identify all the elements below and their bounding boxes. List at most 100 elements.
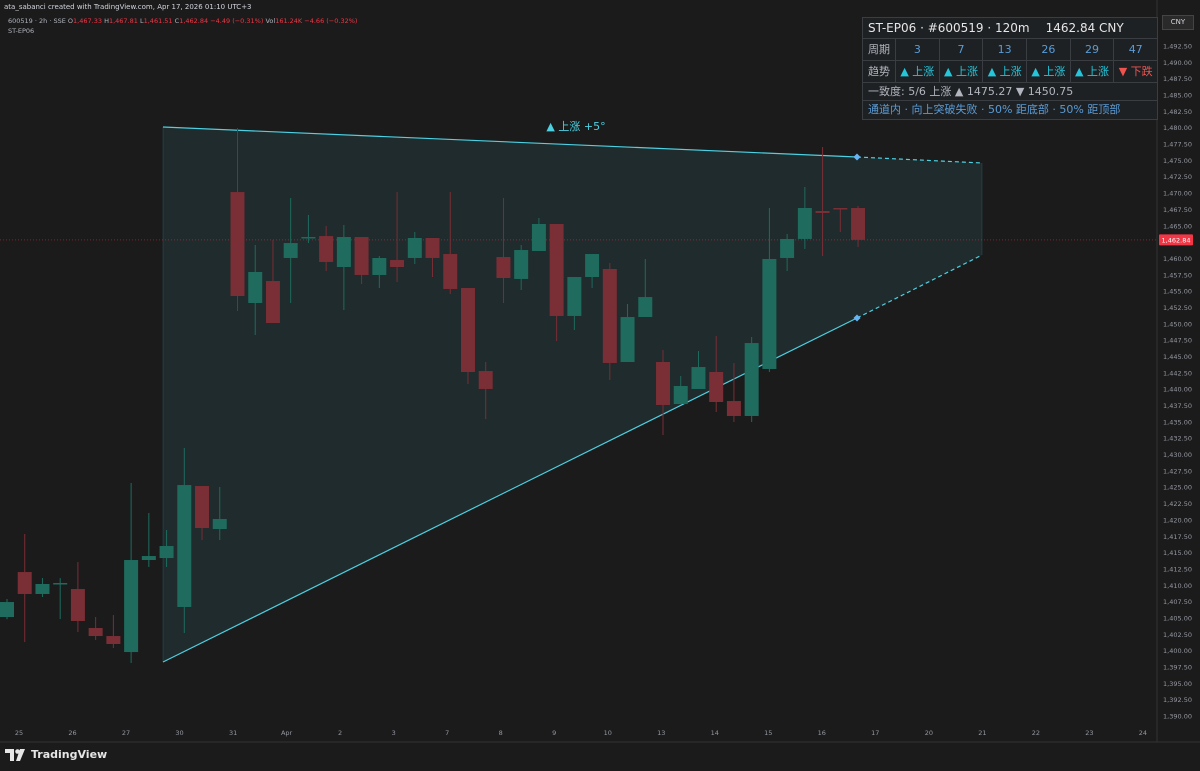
- trend-row: 趋势 ▲ 上涨 ▲ 上涨 ▲ 上涨 ▲ 上涨 ▲ 上涨 ▼ 下跌: [863, 61, 1157, 83]
- price-tick-label: 1,392.50: [1163, 696, 1192, 704]
- channel-angle-label: ▲ 上涨 +5°: [546, 120, 605, 133]
- price-tick-label: 1,467.50: [1163, 206, 1192, 214]
- ohlc-legend: 600519 · 2h · SSE O1,467.33 H1,467.81 L1…: [8, 17, 358, 25]
- candle-body: [283, 243, 298, 258]
- trendline-anchor-handle: [853, 153, 861, 161]
- time-tick-label: 30: [175, 729, 183, 737]
- time-tick-label: 2: [338, 729, 342, 737]
- price-tick-label: 1,477.50: [1163, 141, 1192, 149]
- candle-body: [354, 237, 369, 275]
- candle: [53, 578, 68, 620]
- price-tick-label: 1,435.00: [1163, 418, 1192, 426]
- candle-body: [815, 210, 830, 214]
- high-value: 1,467.81: [108, 17, 138, 25]
- candle-body: [549, 224, 564, 316]
- lower-trendline: [162, 317, 858, 663]
- candle: [585, 254, 600, 288]
- indicator-label[interactable]: ST-EP06: [8, 27, 35, 35]
- time-tick-label: 22: [1032, 729, 1040, 737]
- time-tick-label: 27: [122, 729, 130, 737]
- price-tick-label: 1,402.50: [1163, 631, 1192, 639]
- time-tick-label: 31: [229, 729, 237, 737]
- panel-price: 1462.84 CNY: [1045, 21, 1124, 35]
- candle-body: [17, 572, 32, 594]
- symbol-label[interactable]: 600519 · 2h · SSE: [8, 17, 66, 25]
- candle: [265, 240, 280, 324]
- candle: [0, 599, 14, 620]
- low-value: 1,461.51: [143, 17, 173, 25]
- change-value: −4.49 (−0.31%): [210, 17, 264, 25]
- candle-body: [744, 343, 759, 416]
- lower-trendline-projection: [856, 254, 983, 319]
- price-tick-label: 1,485.00: [1163, 92, 1192, 100]
- candle-body: [851, 207, 866, 240]
- candle-body: [460, 287, 475, 373]
- candle: [372, 256, 387, 288]
- candle-body: [567, 277, 582, 316]
- price-tick-label: 1,437.50: [1163, 402, 1192, 410]
- candle-body: [496, 257, 511, 278]
- period-cell: 3: [895, 39, 939, 60]
- candle: [425, 237, 440, 278]
- candle-body: [585, 254, 600, 278]
- price-tick-label: 1,430.00: [1163, 451, 1192, 459]
- candle-body: [0, 602, 14, 618]
- price-tick-label: 1,487.50: [1163, 75, 1192, 83]
- candle-body: [159, 546, 174, 559]
- candle-body: [53, 583, 68, 585]
- price-tick-label: 1,460.00: [1163, 255, 1192, 263]
- candle: [709, 335, 724, 413]
- period-cell: 13: [982, 39, 1026, 60]
- candle: [602, 263, 617, 381]
- candle-body: [833, 207, 848, 210]
- price-tick-label: 1,427.50: [1163, 467, 1192, 475]
- time-tick-label: 15: [764, 729, 772, 737]
- time-tick-label: Apr: [281, 729, 293, 737]
- price-tick-label: 1,450.00: [1163, 320, 1192, 328]
- price-tick-label: 1,482.50: [1163, 108, 1192, 116]
- consensus-text: 一致度: 5/6 上涨 ▲ 1475.27 ▼ 1450.75: [863, 83, 1157, 101]
- price-tick-label: 1,455.00: [1163, 288, 1192, 296]
- upper-trendline: [162, 126, 858, 158]
- time-tick-label: 10: [604, 729, 612, 737]
- candle-body: [726, 401, 741, 416]
- candle: [141, 513, 156, 567]
- tradingview-logo-icon: [5, 748, 25, 761]
- candle: [319, 226, 334, 272]
- candle-body: [141, 556, 156, 561]
- candle-body: [88, 627, 103, 637]
- candle: [177, 448, 192, 634]
- volume-value: 161.24K: [275, 17, 303, 25]
- period-cell: 29: [1069, 39, 1114, 60]
- tradingview-logo[interactable]: TradingView: [5, 748, 107, 761]
- price-tick-label: 1,432.50: [1163, 435, 1192, 443]
- candle: [815, 146, 830, 257]
- candle-body: [514, 250, 529, 279]
- candle: [336, 224, 351, 311]
- price-tick-label: 1,452.50: [1163, 304, 1192, 312]
- last-price-badge: [1159, 234, 1193, 246]
- candle: [70, 562, 85, 633]
- candle: [567, 277, 582, 331]
- candle-body: [106, 636, 121, 645]
- candle: [443, 192, 458, 295]
- currency-button[interactable]: CNY: [1162, 15, 1194, 30]
- price-tick-label: 1,440.00: [1163, 386, 1192, 394]
- candle: [620, 304, 635, 362]
- candle: [478, 361, 493, 420]
- time-tick-label: 16: [818, 729, 826, 737]
- price-tick-label: 1,442.50: [1163, 369, 1192, 377]
- candle-body: [265, 281, 280, 324]
- time-tick-label: 17: [871, 729, 879, 737]
- candle: [638, 258, 653, 318]
- last-price-label: 1,462.84: [1162, 236, 1191, 244]
- trendline-anchor-handle: [853, 314, 861, 322]
- time-tick-label: 14: [711, 729, 719, 737]
- candle: [762, 207, 777, 373]
- price-tick-label: 1,395.00: [1163, 680, 1192, 688]
- price-tick-label: 1,405.00: [1163, 614, 1192, 622]
- price-tick-label: 1,492.50: [1163, 43, 1192, 51]
- panel-title: ST-EP06 · #600519 · 120m 1462.84 CNY: [863, 18, 1157, 39]
- time-tick-label: 8: [499, 729, 503, 737]
